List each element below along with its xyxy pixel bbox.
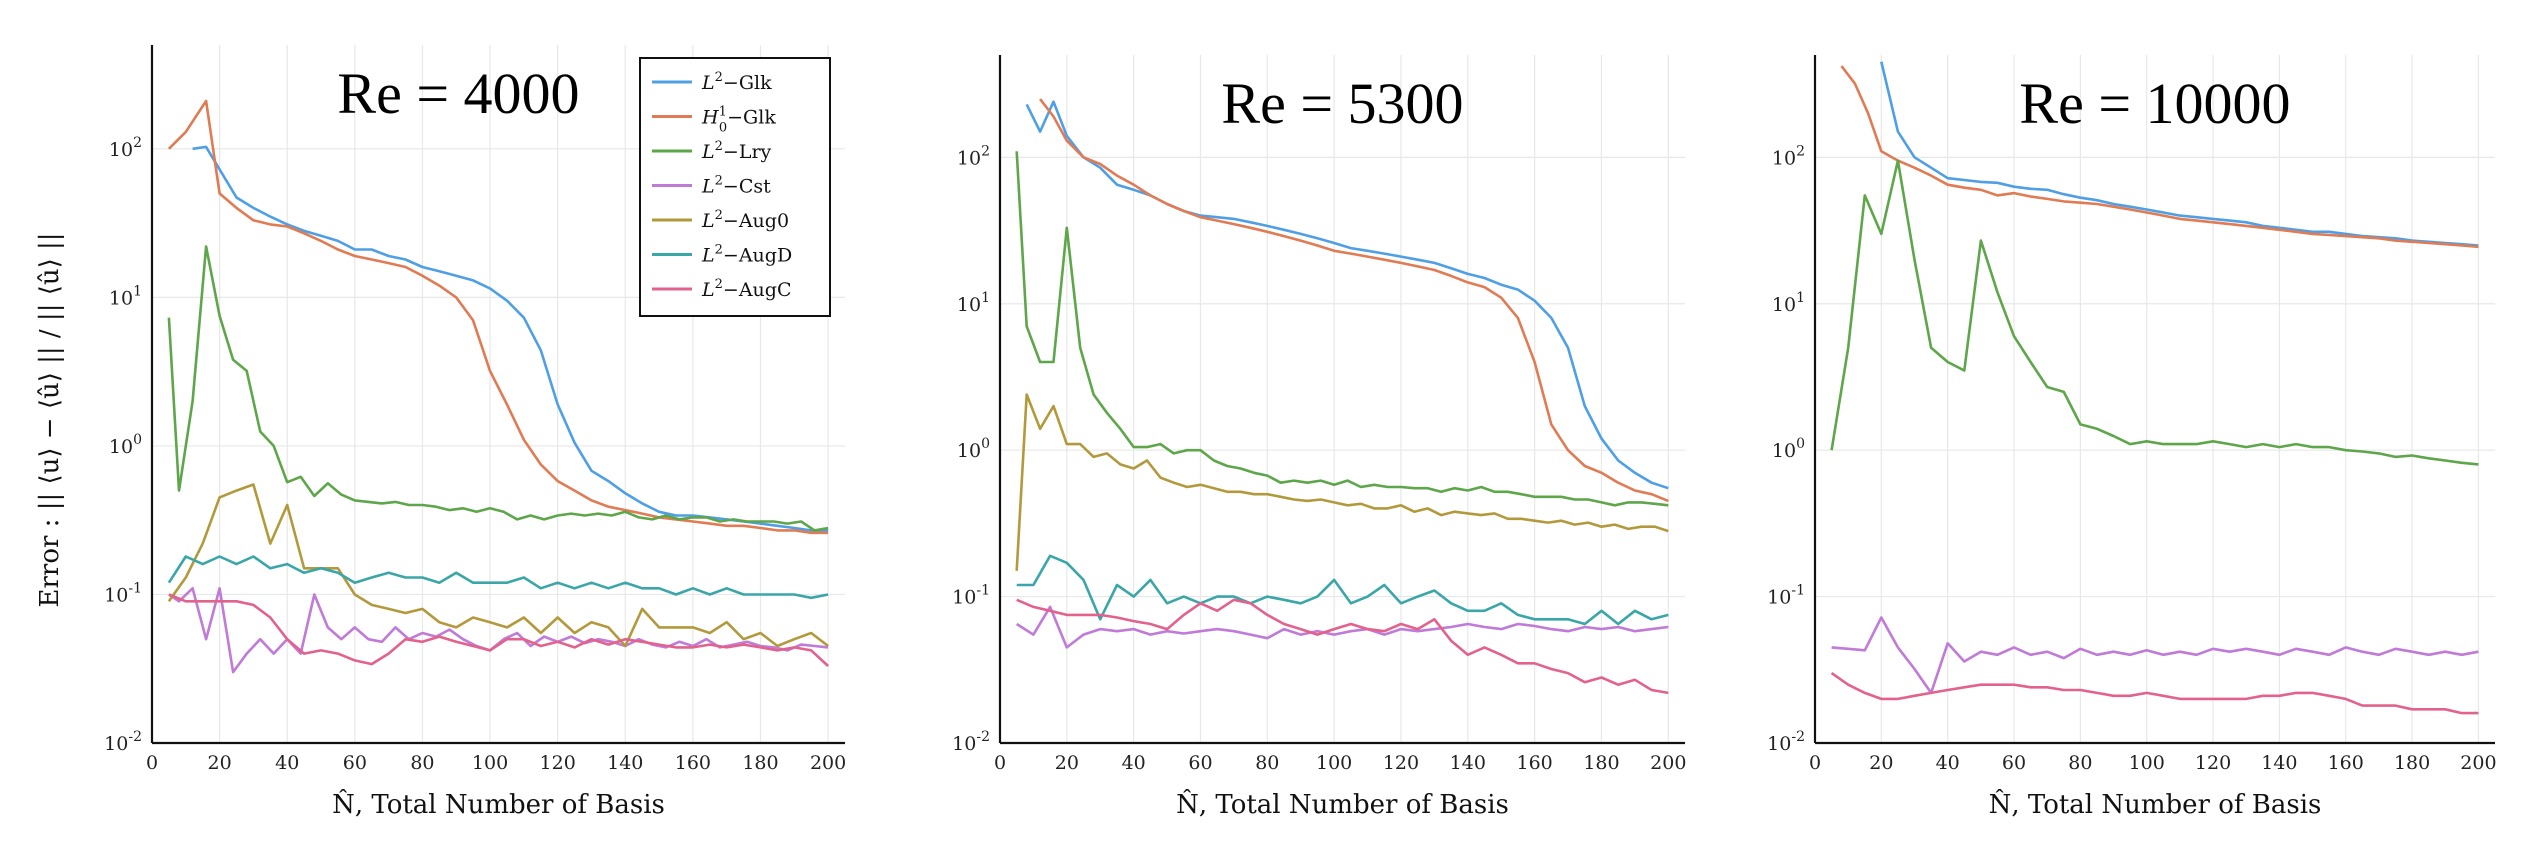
legend-entry-h01-glk: H1 0−Glk xyxy=(701,105,776,136)
legend-entry-l2-lry: L2−Lry xyxy=(701,139,772,163)
x-tick-label: 80 xyxy=(1255,752,1279,774)
x-tick-label: 160 xyxy=(1517,752,1553,774)
y-tick-label: 101 xyxy=(109,283,142,309)
y-tick-label: 100 xyxy=(957,436,990,462)
series-line-l2-augc xyxy=(1016,598,1669,695)
x-tick-label: 200 xyxy=(810,752,846,774)
series-line-l2-cst xyxy=(168,586,829,674)
y-tick-label: 102 xyxy=(109,135,142,161)
series-line-l2-glk xyxy=(1025,100,1669,490)
legend-entry-l2-augd: L2−AugD xyxy=(701,243,792,267)
panel-title: Re = 4000 xyxy=(337,61,579,126)
x-axis-label: N̂, Total Number of Basis xyxy=(1989,789,2322,820)
x-axis-label: N̂, Total Number of Basis xyxy=(1176,789,1509,820)
y-tick-label: 10-1 xyxy=(104,580,142,606)
x-tick-label: 20 xyxy=(1869,752,1893,774)
series-line-l2-cst xyxy=(1831,616,2479,695)
x-tick-label: 140 xyxy=(607,752,643,774)
panel-title: Re = 10000 xyxy=(2019,71,2290,136)
x-tick-label: 40 xyxy=(1936,752,1960,774)
series-line-h01-glk xyxy=(1840,65,2479,249)
x-tick-label: 180 xyxy=(1583,752,1619,774)
y-tick-label: 101 xyxy=(1772,290,1805,316)
x-tick-label: 80 xyxy=(410,752,434,774)
x-tick-label: 100 xyxy=(1316,752,1352,774)
y-tick-label: 101 xyxy=(957,290,990,316)
x-tick-label: 0 xyxy=(994,752,1006,774)
series-line-h01-glk xyxy=(1039,98,1669,503)
series-line-l2-aug0 xyxy=(167,483,829,648)
series-line-l2-lry xyxy=(1015,151,1669,507)
legend-entry-l2-augc: L2−AugC xyxy=(701,277,791,301)
panel-re-5300: 0 20 40 60 80 100 120 140 160 180 200 10-2 10-1 100 10… xyxy=(952,55,1686,820)
x-tick-label: 40 xyxy=(275,752,299,774)
y-tick-label: 102 xyxy=(1772,143,1805,169)
x-tick-label: 160 xyxy=(2328,752,2364,774)
series-line-l2-aug0 xyxy=(1015,393,1669,571)
x-tick-label: 60 xyxy=(343,752,367,774)
x-tick-label: 120 xyxy=(540,752,576,774)
y-tick-label: 100 xyxy=(1772,436,1805,462)
series-line-h01-glk xyxy=(167,99,829,535)
series-line-l2-augd xyxy=(167,555,829,600)
series-line-l2-cst xyxy=(1016,605,1669,649)
panel-title: Re = 5300 xyxy=(1221,71,1463,136)
panel-re-4000: 0 20 40 60 80 100 120 140 160 180 200 10-2 10-1 100 10… xyxy=(104,45,846,820)
legend: L2−Glk H1 0−Glk L2−Lry L2−Cst L2−Aug0 L2−AugD L… xyxy=(639,57,831,317)
series-line-l2-glk xyxy=(192,145,829,532)
y-tick-label: 100 xyxy=(109,432,142,458)
y-tick-label: 102 xyxy=(957,143,990,169)
series-line-l2-augc xyxy=(168,593,829,667)
x-tick-label: 180 xyxy=(2394,752,2430,774)
x-tick-label: 200 xyxy=(1650,752,1686,774)
x-tick-label: 40 xyxy=(1122,752,1146,774)
x-tick-label: 60 xyxy=(2002,752,2026,774)
y-tick-label: 10-1 xyxy=(952,583,990,609)
y-tick-label: 10-2 xyxy=(952,729,990,755)
x-tick-label: 120 xyxy=(1383,752,1419,774)
x-axis-label: N̂, Total Number of Basis xyxy=(332,789,665,820)
series-line-l2-augc xyxy=(1830,672,2479,715)
x-tick-label: 100 xyxy=(2129,752,2165,774)
legend-entry-l2-cst: L2−Cst xyxy=(701,174,771,198)
x-tick-label: 80 xyxy=(2068,752,2092,774)
legend-entry-l2-glk: L2−Glk xyxy=(701,70,772,94)
series-line-l2-lry xyxy=(1830,159,2479,466)
x-tick-label: 180 xyxy=(742,752,778,774)
x-tick-label: 20 xyxy=(1055,752,1079,774)
x-tick-label: 60 xyxy=(1188,752,1212,774)
x-tick-label: 0 xyxy=(146,752,158,774)
legend-entry-l2-aug0: L2−Aug0 xyxy=(701,208,789,232)
x-tick-label: 0 xyxy=(1809,752,1821,774)
y-axis-label: Error : || ⟨u⟩ − ⟨û⟩ || / || ⟨û⟩ || xyxy=(35,232,65,607)
series-line-l2-augd xyxy=(1016,554,1669,626)
x-tick-label: 120 xyxy=(2195,752,2231,774)
x-tick-label: 140 xyxy=(2261,752,2297,774)
x-tick-label: 140 xyxy=(1450,752,1486,774)
series-line-l2-lry xyxy=(167,245,829,532)
y-tick-label: 10-2 xyxy=(104,729,142,755)
x-tick-label: 20 xyxy=(208,752,232,774)
x-tick-label: 100 xyxy=(472,752,508,774)
y-tick-label: 10-1 xyxy=(1767,583,1805,609)
panel-re-10000: 0 20 40 60 80 100 120 140 160 180 200 10-2 10-1 100 10… xyxy=(1767,55,2497,820)
x-tick-label: 200 xyxy=(2460,752,2496,774)
y-tick-label: 10-2 xyxy=(1767,729,1805,755)
x-tick-label: 160 xyxy=(675,752,711,774)
